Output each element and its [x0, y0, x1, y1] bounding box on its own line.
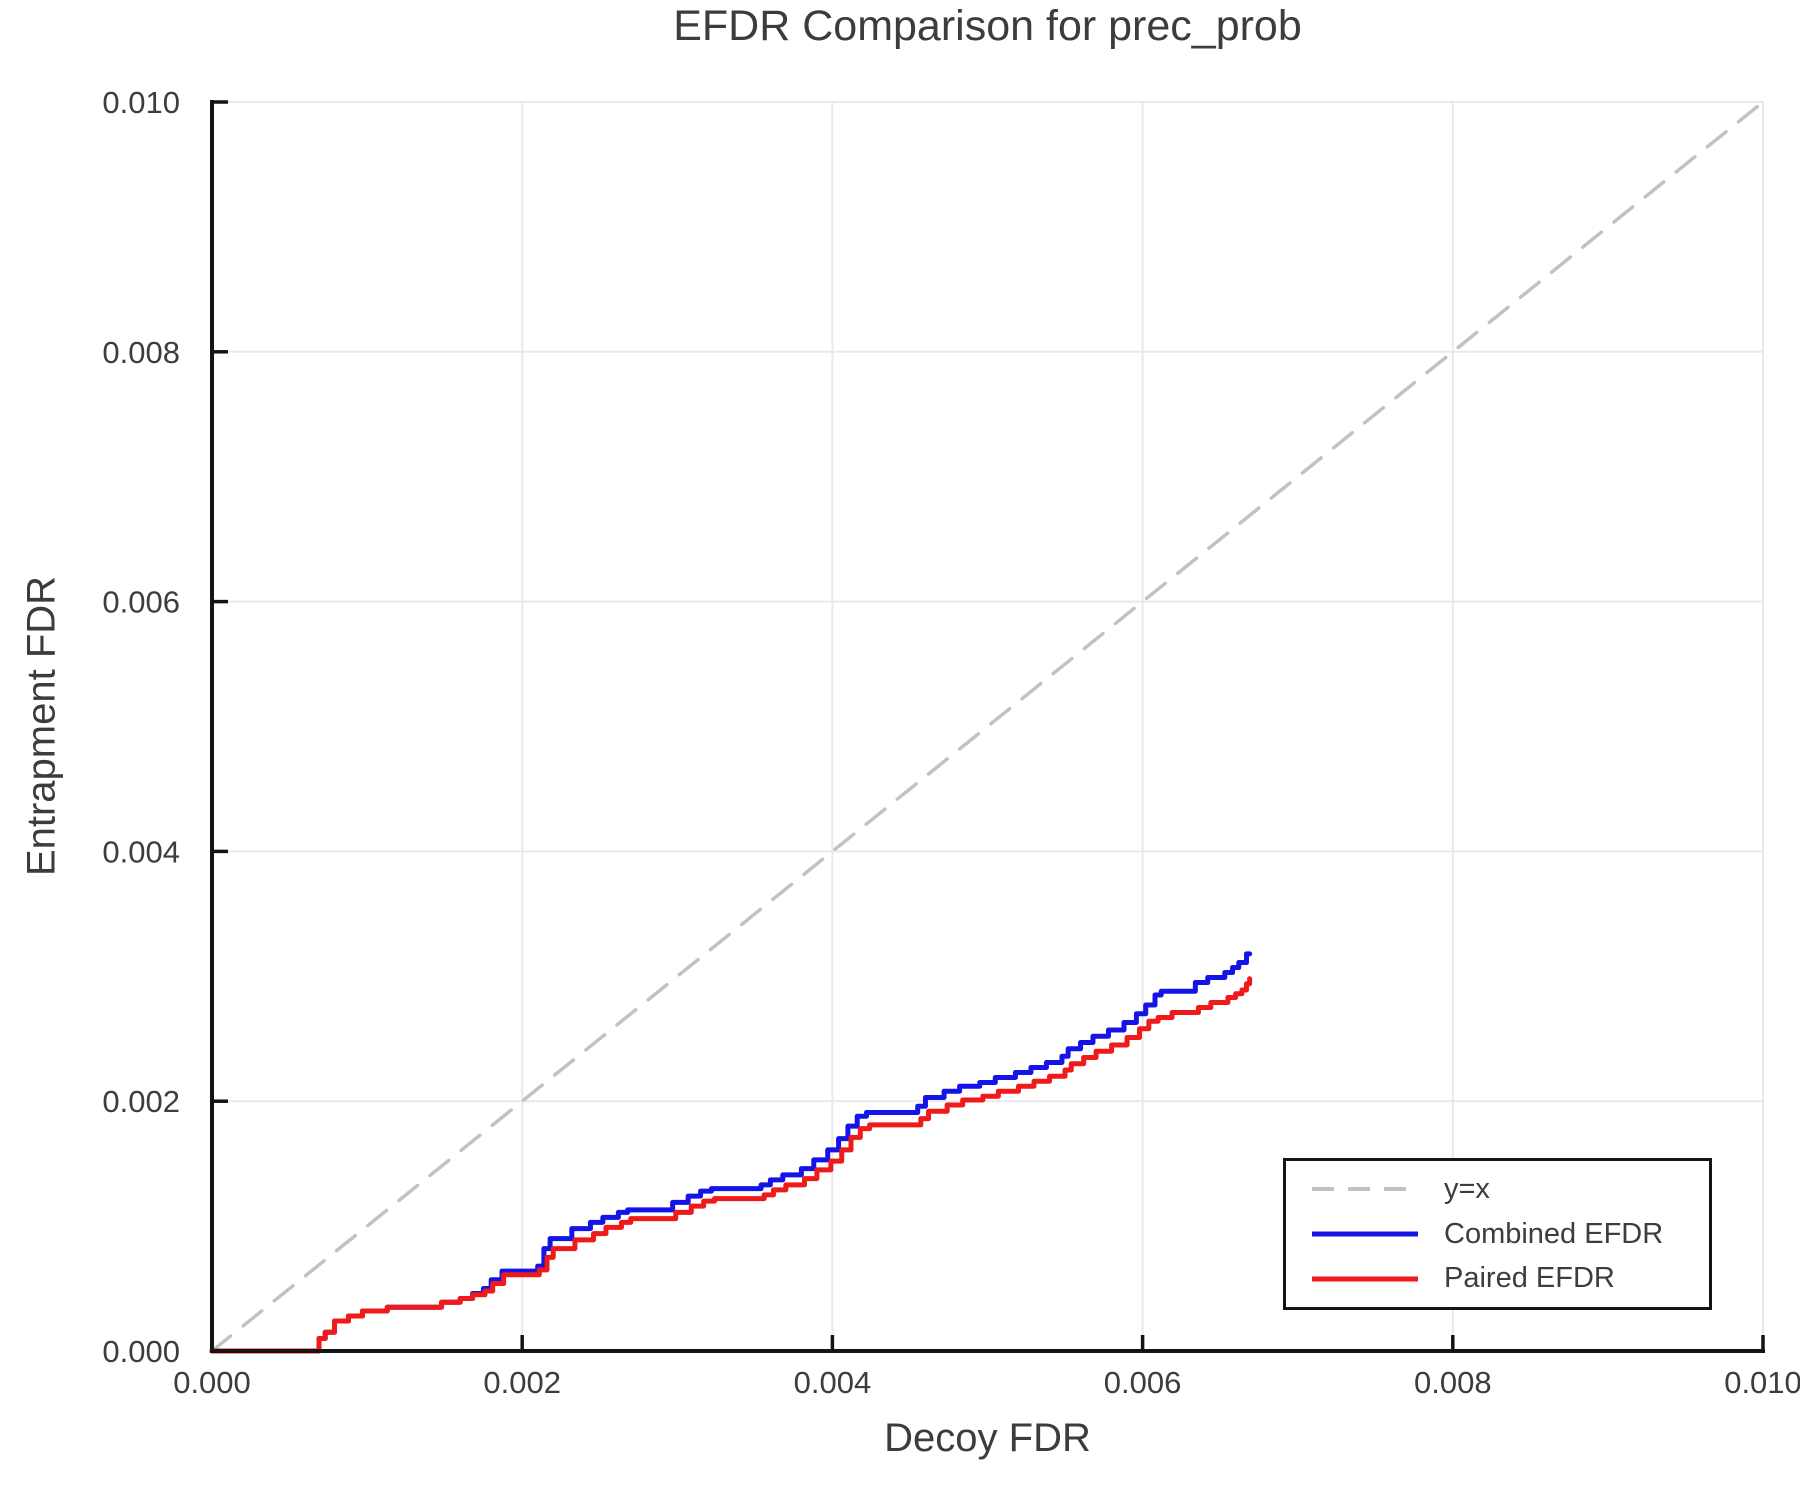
legend-label-paired: Paired EFDR: [1444, 1262, 1615, 1295]
legend-sample-combined-line: [1312, 1231, 1418, 1237]
legend: y=x Combined EFDR Paired EFDR: [1283, 1158, 1712, 1310]
y-tick-label: 0.000: [102, 1334, 180, 1369]
legend-sample-dashed-line: [1312, 1187, 1418, 1192]
x-tick-label: 0.006: [1104, 1365, 1182, 1400]
series-line-paired-efdr: [209, 976, 1253, 1354]
y-axis-label: Entrapment FDR: [19, 575, 64, 877]
series-line-combined-efdr: [209, 951, 1253, 1354]
legend-item-paired: Paired EFDR: [1312, 1256, 1709, 1301]
x-tick-label: 0.002: [483, 1365, 561, 1400]
x-tick-label: 0.000: [173, 1365, 251, 1400]
x-tick-label: 0.008: [1414, 1365, 1492, 1400]
series-line-y-x: [210, 100, 1765, 1353]
y-tick-label: 0.004: [102, 834, 180, 869]
y-tick-label: 0.010: [102, 85, 180, 120]
legend-item-identity: y=x: [1312, 1167, 1709, 1212]
legend-label-combined: Combined EFDR: [1444, 1217, 1664, 1250]
y-tick-label: 0.006: [102, 585, 180, 620]
legend-item-combined: Combined EFDR: [1312, 1212, 1709, 1257]
chart-title: EFDR Comparison for prec_prob: [673, 2, 1302, 50]
x-tick-label: 0.004: [794, 1365, 872, 1400]
legend-sample-paired-line: [1312, 1276, 1418, 1282]
x-tick-label: 0.010: [1724, 1365, 1800, 1400]
x-axis-label: Decoy FDR: [884, 1416, 1091, 1460]
y-tick-label: 0.008: [102, 335, 180, 370]
y-tick-label: 0.002: [102, 1084, 180, 1119]
legend-label-identity: y=x: [1444, 1172, 1490, 1205]
